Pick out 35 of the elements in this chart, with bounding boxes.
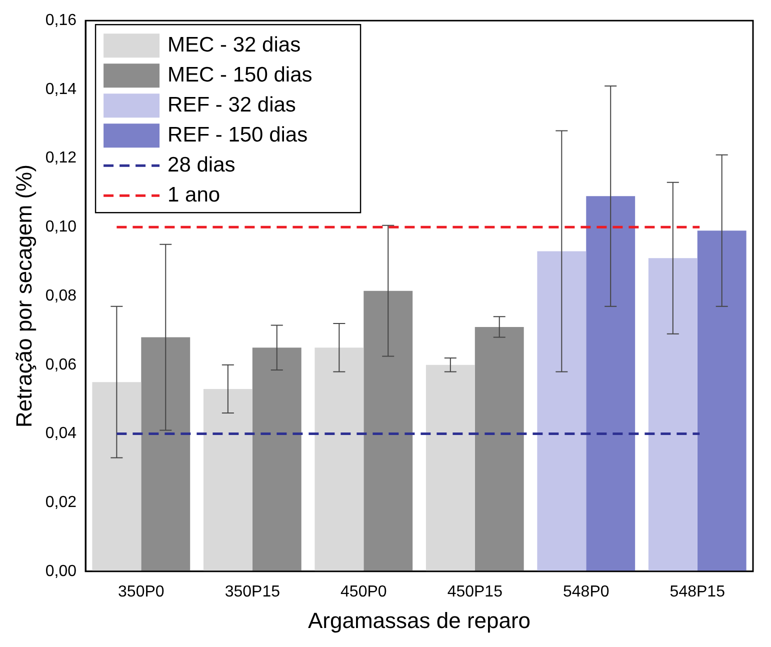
legend-label: REF - 32 dias (168, 93, 296, 116)
x-tick-label: 548P15 (670, 583, 726, 600)
y-tick-label: 0,14 (45, 80, 77, 98)
bar (648, 258, 698, 572)
legend-label: 1 ano (168, 183, 220, 206)
y-tick-label: 0,06 (45, 356, 77, 374)
legend-label: MEC - 150 dias (168, 63, 312, 86)
bar (252, 348, 302, 572)
y-tick-label: 0,04 (45, 425, 77, 442)
x-tick-label: 450P15 (447, 583, 503, 600)
x-tick-label: 450P0 (340, 583, 387, 600)
bar (537, 251, 586, 572)
x-tick-label: 548P0 (563, 583, 610, 600)
y-tick-label: 0,08 (45, 287, 77, 304)
y-tick-label: 0,16 (45, 12, 77, 30)
bar (474, 326, 524, 572)
bar (141, 337, 190, 572)
bar (426, 364, 475, 572)
bar (203, 388, 252, 572)
bar (586, 196, 636, 572)
y-tick-label: 0,02 (45, 494, 77, 511)
bar (697, 230, 746, 572)
legend-label: 28 dias (168, 153, 236, 176)
legend-label: REF - 150 dias (168, 123, 308, 146)
y-axis-title: Retração por secagem (%) (11, 164, 36, 428)
y-tick-label: 0,12 (45, 150, 77, 167)
bar (364, 290, 413, 572)
x-tick-label: 350P0 (118, 583, 164, 600)
x-axis-title: Argamassas de reparo (308, 608, 531, 633)
y-tick-label: 0,00 (45, 562, 77, 580)
x-tick-label: 350P15 (224, 583, 280, 600)
y-tick-label: 0,10 (45, 218, 77, 236)
legend-label: MEC - 32 dias (168, 33, 301, 56)
bar (92, 382, 142, 572)
bar (314, 348, 364, 572)
